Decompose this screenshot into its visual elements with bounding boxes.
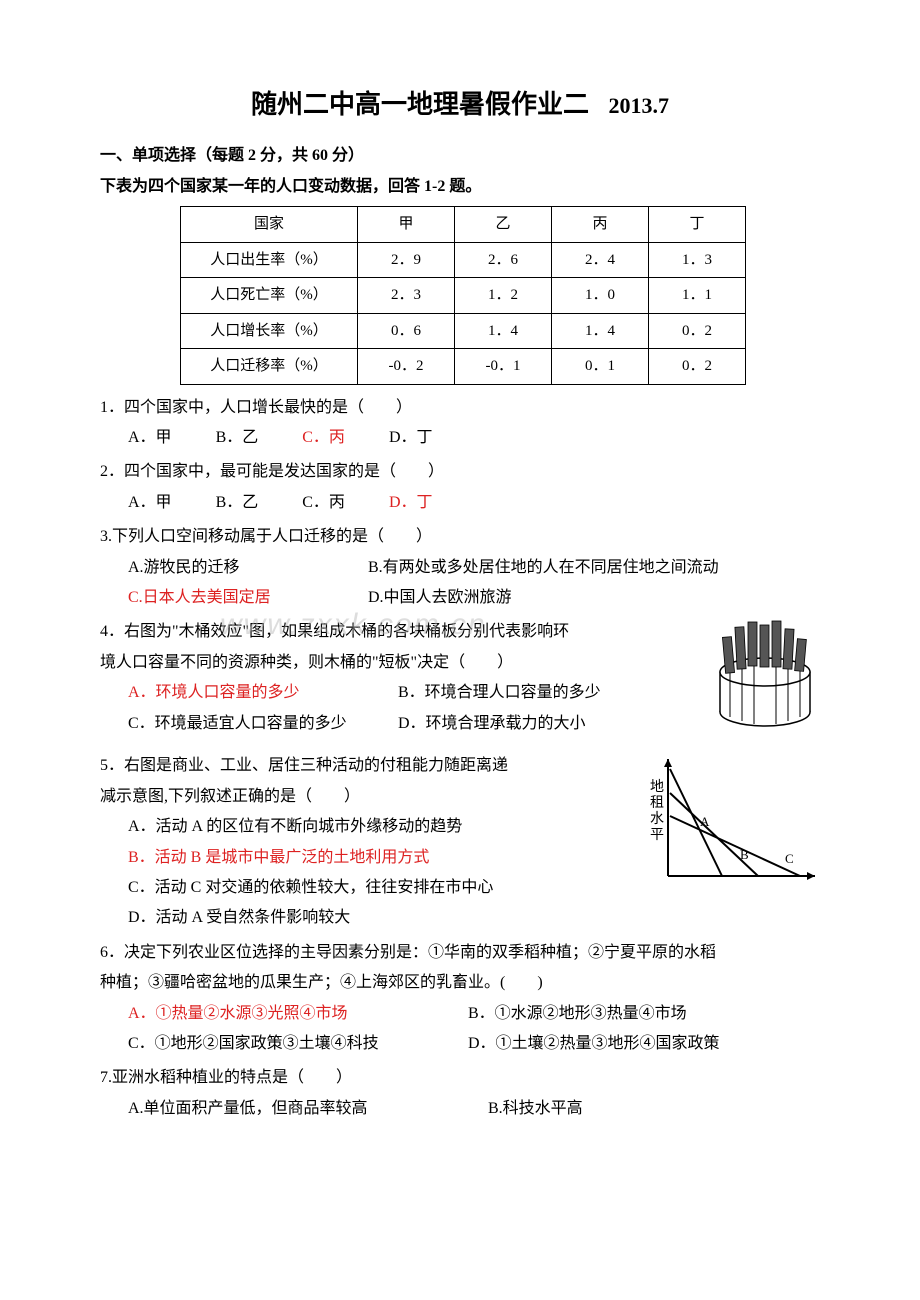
table-row: 人口死亡率（%） 2．3 1．2 1．0 1．1 <box>181 278 746 314</box>
table-cell: 0．1 <box>552 349 649 385</box>
q1-d: D．丁 <box>389 423 433 453</box>
table-row: 人口增长率（%） 0．6 1．4 1．4 0．2 <box>181 313 746 349</box>
q1-a: A．甲 <box>128 423 172 453</box>
q4-b: B．环境合理人口容量的多少 <box>398 678 700 708</box>
q3-options: A.游牧民的迁移 B.有两处或多处居住地的人在不同居住地之间流动 C.日本人去美… <box>100 553 820 614</box>
table-cell: 人口迁移率（%） <box>181 349 358 385</box>
q7-b: B.科技水平高 <box>488 1094 820 1124</box>
table-cell: 2．3 <box>358 278 455 314</box>
table-cell: 乙 <box>455 207 552 243</box>
table-cell: 人口出生率（%） <box>181 242 358 278</box>
table-cell: 1．4 <box>455 313 552 349</box>
svg-text:平: 平 <box>650 828 664 843</box>
page-title: 随州二中高一地理暑假作业二 2013.7 <box>100 80 820 129</box>
table-cell: -0．1 <box>455 349 552 385</box>
q4-d: D．环境合理承载力的大小 <box>398 709 700 739</box>
table-cell: 2．4 <box>552 242 649 278</box>
rent-chart-icon: A B C 地 租 水 平 <box>650 751 820 896</box>
q5-d: D．活动 A 受自然条件影响较大 <box>128 903 820 933</box>
q2-c: C．丙 <box>302 488 345 518</box>
q2-a: A．甲 <box>128 488 172 518</box>
chart-c-label: C <box>785 851 794 866</box>
q3-c: C.日本人去美国定居 <box>128 583 368 613</box>
q3-d: D.中国人去欧洲旅游 <box>368 583 820 613</box>
q3-b: B.有两处或多处居住地的人在不同居住地之间流动 <box>368 553 820 583</box>
chart-y-label: 地 <box>650 779 664 795</box>
q7-a: A.单位面积产量低，但商品率较高 <box>128 1094 488 1124</box>
svg-text:租: 租 <box>650 795 664 811</box>
table-cell: 1．0 <box>552 278 649 314</box>
table-cell: 甲 <box>358 207 455 243</box>
q6-b: B．①水源②地形③热量④市场 <box>468 999 820 1029</box>
table-cell: 1．4 <box>552 313 649 349</box>
svg-text:水: 水 <box>650 811 664 827</box>
q7-text: 7.亚洲水稻种植业的特点是（ ） <box>100 1063 820 1093</box>
table-row: 人口出生率（%） 2．9 2．6 2．4 1．3 <box>181 242 746 278</box>
table-cell: -0．2 <box>358 349 455 385</box>
population-table: 国家 甲 乙 丙 丁 人口出生率（%） 2．9 2．6 2．4 1．3 人口死亡… <box>180 206 746 385</box>
q6-d: D．①土壤②热量③地形④国家政策 <box>468 1029 820 1059</box>
table-cell: 2．9 <box>358 242 455 278</box>
q6-c: C．①地形②国家政策③土壤④科技 <box>128 1029 468 1059</box>
intro-12: 下表为四个国家某一年的人口变动数据，回答 1-2 题。 <box>100 172 820 202</box>
table-cell: 0．6 <box>358 313 455 349</box>
table-cell: 1．2 <box>455 278 552 314</box>
table-cell: 丙 <box>552 207 649 243</box>
q2-options: A．甲 B．乙 C．丙 D．丁 <box>100 488 820 518</box>
q6-options: A．①热量②水源③光照④市场 B．①水源②地形③热量④市场 C．①地形②国家政策… <box>100 999 820 1060</box>
q1-options: A．甲 B．乙 C．丙 D．丁 <box>100 423 820 453</box>
table-cell: 国家 <box>181 207 358 243</box>
q4-c: C．环境最适宜人口容量的多少 <box>128 709 398 739</box>
q1-b: B．乙 <box>216 423 259 453</box>
chart-a-label: A <box>700 814 710 829</box>
q1-c: C．丙 <box>302 423 345 453</box>
table-cell: 0．2 <box>649 349 746 385</box>
q2-text: 2．四个国家中，最可能是发达国家的是（ ） <box>100 457 820 487</box>
table-row: 人口迁移率（%） -0．2 -0．1 0．1 0．2 <box>181 349 746 385</box>
q4-a: A．环境人口容量的多少 <box>128 678 398 708</box>
table-cell: 丁 <box>649 207 746 243</box>
q6-a: A．①热量②水源③光照④市场 <box>128 999 468 1029</box>
table-row: 国家 甲 乙 丙 丁 <box>181 207 746 243</box>
chart-b-label: B <box>740 847 749 862</box>
q2-b: B．乙 <box>216 488 259 518</box>
q3-text: 3.下列人口空间移动属于人口迁移的是（ ） <box>100 522 820 552</box>
table-cell: 0．2 <box>649 313 746 349</box>
q7-options: A.单位面积产量低，但商品率较高 B.科技水平高 <box>100 1094 820 1124</box>
q6-line2: 种植；③疆哈密盆地的瓜果生产；④上海郊区的乳畜业。( ) <box>100 968 820 998</box>
q1-text: 1．四个国家中，人口增长最快的是（ ） <box>100 393 820 423</box>
table-cell: 人口死亡率（%） <box>181 278 358 314</box>
table-cell: 1．1 <box>649 278 746 314</box>
section-header: 一、单项选择（每题 2 分，共 60 分） <box>100 141 820 171</box>
table-cell: 1．3 <box>649 242 746 278</box>
barrel-icon <box>710 617 820 737</box>
q3-a: A.游牧民的迁移 <box>128 553 368 583</box>
q2-d: D．丁 <box>389 488 433 518</box>
title-main: 随州二中高一地理暑假作业二 <box>251 90 589 119</box>
table-cell: 2．6 <box>455 242 552 278</box>
q6-line1: 6．决定下列农业区位选择的主导因素分别是：①华南的双季稻种植；②宁夏平原的水稻 <box>100 938 820 968</box>
title-date: 2013.7 <box>609 93 670 118</box>
table-cell: 人口增长率（%） <box>181 313 358 349</box>
